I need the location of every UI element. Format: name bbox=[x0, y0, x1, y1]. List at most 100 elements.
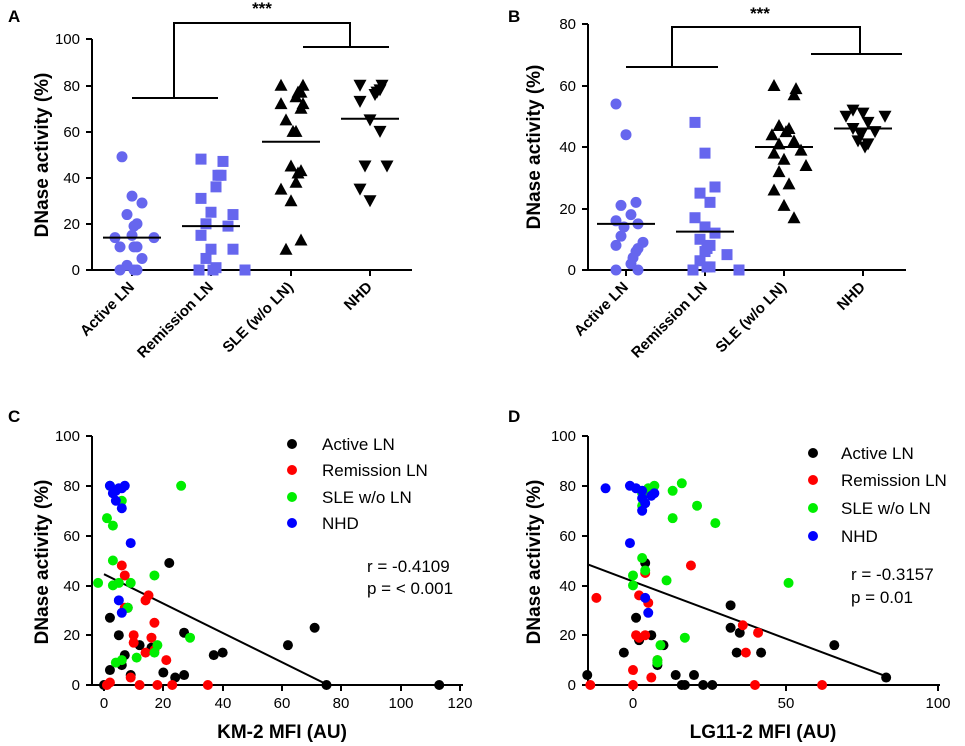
panel-c-xtick: 80 bbox=[333, 695, 350, 712]
marker-nhd bbox=[878, 110, 892, 123]
marker-sle-w-o-ln bbox=[787, 211, 801, 224]
legend-label: Active LN bbox=[841, 444, 914, 463]
point-sle-w-o-ln bbox=[710, 518, 721, 529]
point-sle-w-o-ln bbox=[101, 513, 112, 524]
marker-remission-ln bbox=[694, 187, 706, 199]
point-remission-ln bbox=[585, 680, 596, 690]
point-active-ln bbox=[689, 670, 699, 681]
panel-c-xtick: 40 bbox=[215, 695, 232, 712]
point-remission-ln bbox=[740, 647, 751, 658]
point-active-ln bbox=[113, 630, 124, 641]
point-sle-w-o-ln bbox=[185, 632, 196, 643]
panel-b-category: NHD bbox=[834, 279, 869, 314]
point-sle-w-o-ln bbox=[637, 553, 648, 564]
panel-c-xtick: 60 bbox=[274, 695, 291, 712]
panel-d-label: D bbox=[508, 407, 520, 426]
panel-d-xtick: 0 bbox=[629, 695, 637, 712]
marker-sle-w-o-ln bbox=[294, 233, 308, 246]
point-sle-w-o-ln bbox=[628, 580, 638, 591]
legend-marker-nhd bbox=[287, 518, 297, 528]
marker-sle-w-o-ln bbox=[274, 97, 288, 110]
point-sle-w-o-ln bbox=[661, 575, 672, 586]
point-nhd bbox=[125, 538, 136, 549]
panel-d-xtick: 100 bbox=[925, 695, 950, 712]
point-nhd bbox=[643, 607, 654, 618]
point-nhd bbox=[119, 480, 130, 491]
panel-b-category: SLE (w/o LN) bbox=[712, 279, 789, 356]
marker-remission-ln bbox=[733, 264, 745, 276]
point-remission-ln bbox=[128, 630, 139, 641]
point-nhd bbox=[649, 488, 660, 499]
marker-nhd bbox=[353, 183, 367, 196]
point-nhd bbox=[116, 503, 127, 514]
point-active-ln bbox=[104, 612, 115, 623]
marker-nhd bbox=[839, 110, 853, 123]
legend-label: SLE w/o LN bbox=[841, 499, 931, 518]
marker-nhd bbox=[856, 107, 870, 120]
point-remission-ln bbox=[116, 560, 127, 571]
panel-a-label: A bbox=[8, 7, 20, 26]
point-remission-ln bbox=[149, 617, 160, 628]
marker-sle-w-o-ln bbox=[765, 128, 779, 141]
marker-sle-w-o-ln bbox=[291, 166, 305, 179]
panel-b-significance-bracket: *** bbox=[626, 4, 902, 68]
marker-remission-ln bbox=[207, 264, 219, 276]
point-active-ln bbox=[321, 680, 332, 690]
marker-active-ln bbox=[632, 264, 644, 276]
marker-remission-ln bbox=[709, 181, 721, 193]
marker-active-ln bbox=[610, 239, 622, 251]
marker-nhd bbox=[353, 95, 367, 108]
marker-sle-w-o-ln bbox=[782, 177, 796, 190]
panel-b-category: Active LN bbox=[571, 279, 632, 340]
point-sle-w-o-ln bbox=[116, 655, 127, 666]
marker-nhd bbox=[368, 88, 382, 101]
point-remission-ln bbox=[101, 680, 112, 690]
point-nhd bbox=[110, 495, 121, 506]
panel-a-ytick: 60 bbox=[63, 124, 80, 141]
panel-a-significance-bracket: *** bbox=[132, 0, 389, 99]
panel-d-stat-p: p = 0.01 bbox=[851, 588, 913, 607]
marker-remission-ln bbox=[699, 147, 711, 159]
panel-c-y-ticks: 0 20 40 60 80 100 bbox=[55, 428, 92, 694]
marker-nhd bbox=[373, 125, 387, 138]
panel-a-ytick: 100 bbox=[55, 31, 80, 48]
panel-b-ytick: 20 bbox=[559, 201, 576, 218]
panel-c-xtick: 100 bbox=[388, 695, 413, 712]
point-sle-w-o-ln bbox=[149, 647, 160, 658]
legend-label: NHD bbox=[841, 527, 878, 546]
marker-remission-ln bbox=[704, 196, 716, 208]
marker-sle-w-o-ln bbox=[779, 125, 793, 138]
marker-sle-w-o-ln bbox=[767, 146, 781, 159]
marker-sle-w-o-ln bbox=[284, 159, 298, 172]
marker-remission-ln bbox=[195, 153, 207, 165]
panel-a-category: Active LN bbox=[77, 279, 138, 340]
regression-line bbox=[103, 573, 329, 686]
point-nhd bbox=[116, 607, 127, 618]
panel-b-significance: *** bbox=[750, 4, 770, 23]
point-remission-ln bbox=[628, 680, 638, 690]
marker-remission-ln bbox=[687, 264, 699, 276]
marker-nhd bbox=[380, 160, 394, 173]
marker-remission-ln bbox=[195, 229, 207, 241]
point-remission-ln bbox=[161, 655, 172, 666]
point-remission-ln bbox=[134, 680, 145, 690]
marker-active-ln bbox=[136, 252, 148, 264]
panel-c-xtick: 0 bbox=[100, 695, 108, 712]
point-sle-w-o-ln bbox=[679, 632, 690, 643]
point-remission-ln bbox=[167, 680, 178, 690]
point-remission-ln bbox=[143, 590, 154, 601]
marker-nhd bbox=[846, 104, 860, 117]
marker-sle-w-o-ln bbox=[777, 198, 791, 211]
panel-a-y-ticks: 0 20 40 60 80 100 bbox=[55, 31, 92, 279]
marker-remission-ln bbox=[701, 261, 713, 273]
point-remission-ln bbox=[631, 630, 642, 641]
marker-remission-ln bbox=[694, 233, 706, 245]
marker-remission-ln bbox=[195, 192, 207, 204]
marker-remission-ln bbox=[689, 212, 701, 224]
point-nhd bbox=[640, 498, 651, 509]
point-sle-w-o-ln bbox=[676, 478, 687, 489]
marker-sle-w-o-ln bbox=[787, 88, 801, 101]
panel-d-legend: Active LN Remission LN SLE w/o LN NHD bbox=[808, 444, 947, 546]
point-active-ln bbox=[434, 680, 445, 690]
marker-nhd bbox=[861, 116, 875, 129]
